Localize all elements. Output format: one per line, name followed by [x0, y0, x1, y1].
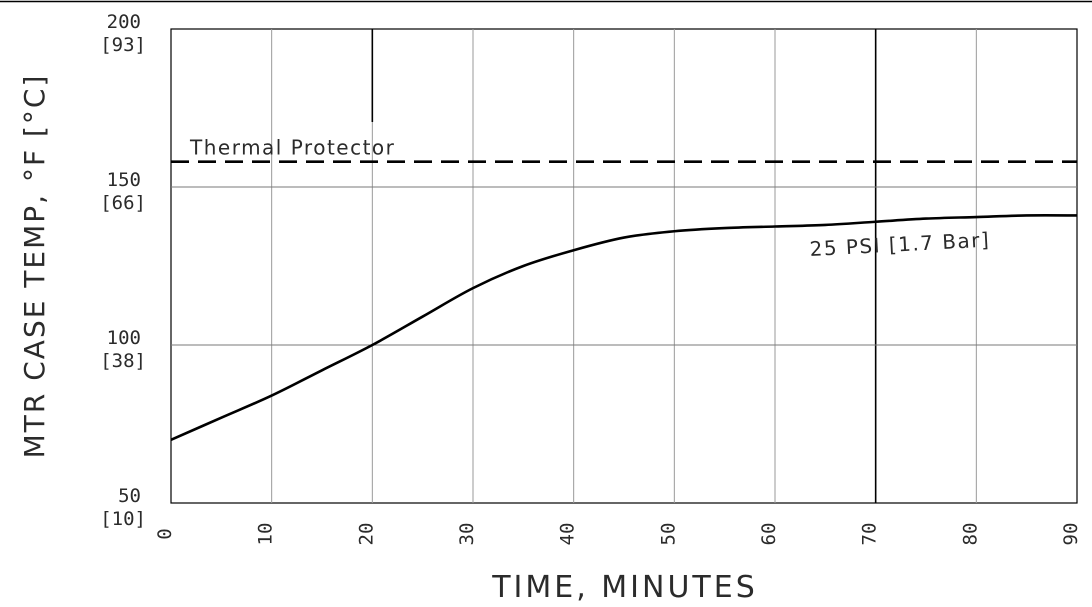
thermal-protector-line: Thermal Protector: [171, 136, 1077, 164]
x-tick-label: 30: [456, 523, 478, 546]
series-lines: 25 PSI [1.7 Bar]: [170, 214, 1078, 441]
x-tick-label: 10: [255, 523, 277, 546]
y-tick-label-c: [10]: [100, 508, 146, 530]
y-axis-label: MTR CASE TEMP, °F [°C]: [18, 74, 51, 459]
x-axis-label: TIME, MINUTES: [491, 570, 758, 605]
x-tick-label: 80: [959, 523, 981, 546]
plot-frame: [170, 28, 1078, 504]
x-tick-label: 0: [154, 528, 176, 539]
x-tick-label: 40: [557, 523, 579, 546]
x-tick-label: 20: [355, 523, 377, 546]
y-tick-label-c: [93]: [100, 34, 146, 56]
tick-labels: 0 10 20 30 40 50 60 70 80 90 200[93] 150[66] 100[38]…: [100, 11, 1082, 545]
x-tick-label: 60: [758, 523, 780, 546]
y-tick-label-f: 50: [118, 485, 141, 507]
y-tick-label-f: 100: [107, 327, 141, 349]
y-tick-label-f: 150: [107, 169, 141, 191]
series-line: [170, 214, 1078, 441]
grid: [170, 28, 1078, 504]
x-tick-label: 70: [859, 523, 881, 546]
x-tick-label: 50: [657, 523, 679, 546]
x-tick-label: 90: [1060, 523, 1082, 546]
y-tick-label-c: [38]: [100, 350, 146, 372]
y-tick-label-f: 200: [107, 11, 141, 33]
y-tick-label-c: [66]: [100, 192, 146, 214]
thermal-protector-label: Thermal Protector: [189, 136, 395, 160]
series-label: 25 PSI [1.7 Bar]: [809, 228, 991, 261]
